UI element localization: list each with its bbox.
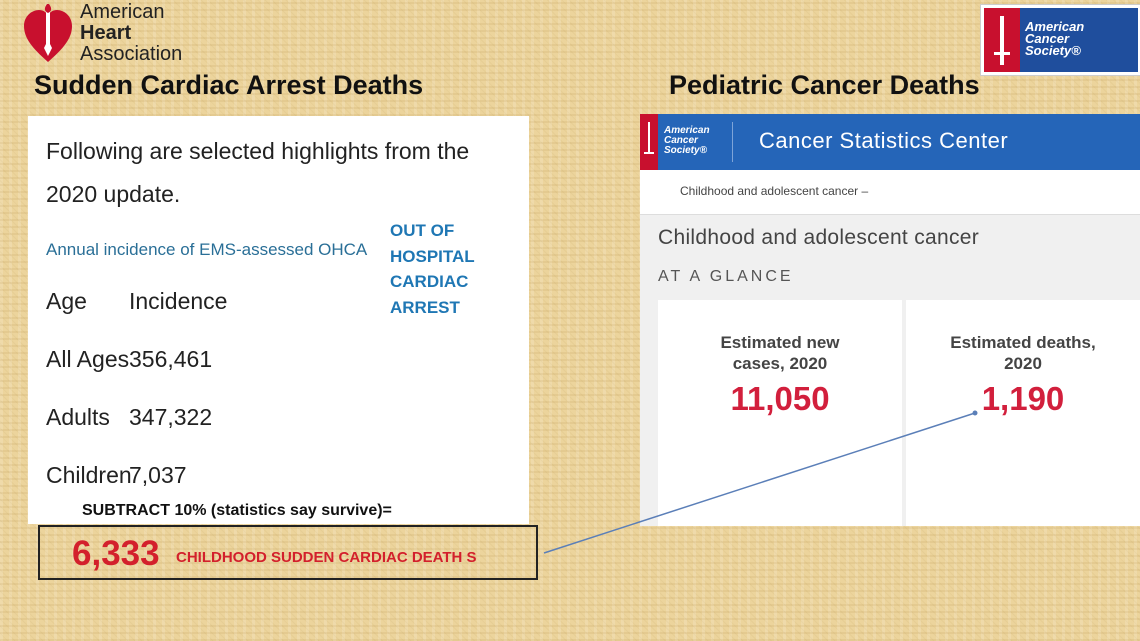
stat-card-label-line: 2020 <box>1004 354 1042 373</box>
ohca-note-line: HOSPITAL <box>390 246 475 266</box>
aha-line3: Association <box>80 43 183 65</box>
breadcrumb-bar: Childhood and adolescent cancer – <box>640 170 1140 215</box>
right-heading: Pediatric Cancer Deaths <box>669 70 980 100</box>
stat-card-label: Estimated deaths, 2020 <box>906 332 1140 374</box>
ohca-note-line: OUT OF <box>390 221 455 240</box>
stat-card-new-cases: Estimated new cases, 2020 11,050 <box>658 300 902 526</box>
result-label: CHILDHOOD SUDDEN CARDIAC DEATH S <box>176 549 477 566</box>
table-row-label: Children <box>46 462 132 488</box>
stat-card-label-line: cases, 2020 <box>732 354 828 373</box>
stat-card-label-line: Estimated new <box>720 333 840 352</box>
aha-logo: American Heart Association <box>22 2 202 66</box>
header-divider <box>732 122 733 162</box>
intro-line-2: 2020 update. <box>46 181 181 207</box>
ohca-subheading: Annual incidence of EMS-assessed OHCA <box>46 240 368 259</box>
acs-line2: Cancer <box>1025 31 1070 46</box>
ohca-note-line: CARDIAC <box>390 272 469 291</box>
heart-torch-icon <box>24 4 72 62</box>
table-row-label: Adults <box>46 404 110 430</box>
acs-line3: Society® <box>1025 43 1081 58</box>
acs-line1: American <box>1025 19 1085 34</box>
at-a-glance-label: AT A GLANCE <box>658 268 794 285</box>
subtract-note: SUBTRACT 10% (statistics say survive)= <box>82 502 392 519</box>
cancer-statistics-screenshot: American Cancer Society® Cancer Statisti… <box>640 114 1140 526</box>
intro-text: Following are selected highlights from t… <box>46 130 469 216</box>
acs-header-line1: American <box>664 125 710 136</box>
acs-wordmark-panel <box>1020 8 1138 72</box>
aha-wordmark: American Heart Association <box>80 2 182 65</box>
acs-sword-panel <box>984 8 1020 72</box>
table-row-value: 7,037 <box>129 462 187 488</box>
breadcrumb[interactable]: Childhood and adolescent cancer – <box>680 184 869 198</box>
acs-logo: American Cancer Society® <box>980 4 1140 76</box>
acs-header-line3: Society® <box>664 145 707 156</box>
table-row-value: 356,461 <box>129 346 213 372</box>
acs-wordmark: American Cancer Society® <box>1025 19 1085 58</box>
table-header-incidence: Incidence <box>129 288 228 314</box>
left-heading: Sudden Cardiac Arrest Deaths <box>34 70 424 100</box>
sword-icon <box>644 122 654 154</box>
sword-icon <box>994 16 1010 65</box>
acs-header-wordmark: American Cancer Society® <box>664 126 710 156</box>
stat-card-label-line: Estimated deaths, <box>950 333 1096 352</box>
table-row-value: 347,322 <box>129 404 213 430</box>
header-title: Cancer Statistics Center <box>759 128 1009 153</box>
acs-header-sword <box>640 114 658 170</box>
stat-card-value: 1,190 <box>981 380 1065 417</box>
aha-line2: Heart <box>80 22 132 44</box>
table-header-age: Age <box>46 288 87 314</box>
section-title: Childhood and adolescent cancer <box>658 226 980 249</box>
stat-card-deaths: Estimated deaths, 2020 1,190 <box>906 300 1140 526</box>
stat-card-value: 11,050 <box>730 380 830 417</box>
table-row-label: All Ages <box>46 346 130 372</box>
ohca-note: OUT OF HOSPITAL CARDIAC ARREST <box>390 218 475 320</box>
stat-card-label: Estimated new cases, 2020 <box>658 332 902 374</box>
ohca-note-line: ARREST <box>390 297 460 317</box>
aha-line1: American <box>80 1 165 23</box>
acs-header-line2: Cancer <box>664 135 698 146</box>
result-value: 6,333 <box>72 534 160 573</box>
result-box: 6,333 CHILDHOOD SUDDEN CARDIAC DEATH S <box>38 525 538 580</box>
intro-line-1: Following are selected highlights from t… <box>46 138 470 164</box>
acs-header-bar: American Cancer Society® Cancer Statisti… <box>640 114 1140 170</box>
aha-highlights-panel: Following are selected highlights from t… <box>28 116 529 524</box>
